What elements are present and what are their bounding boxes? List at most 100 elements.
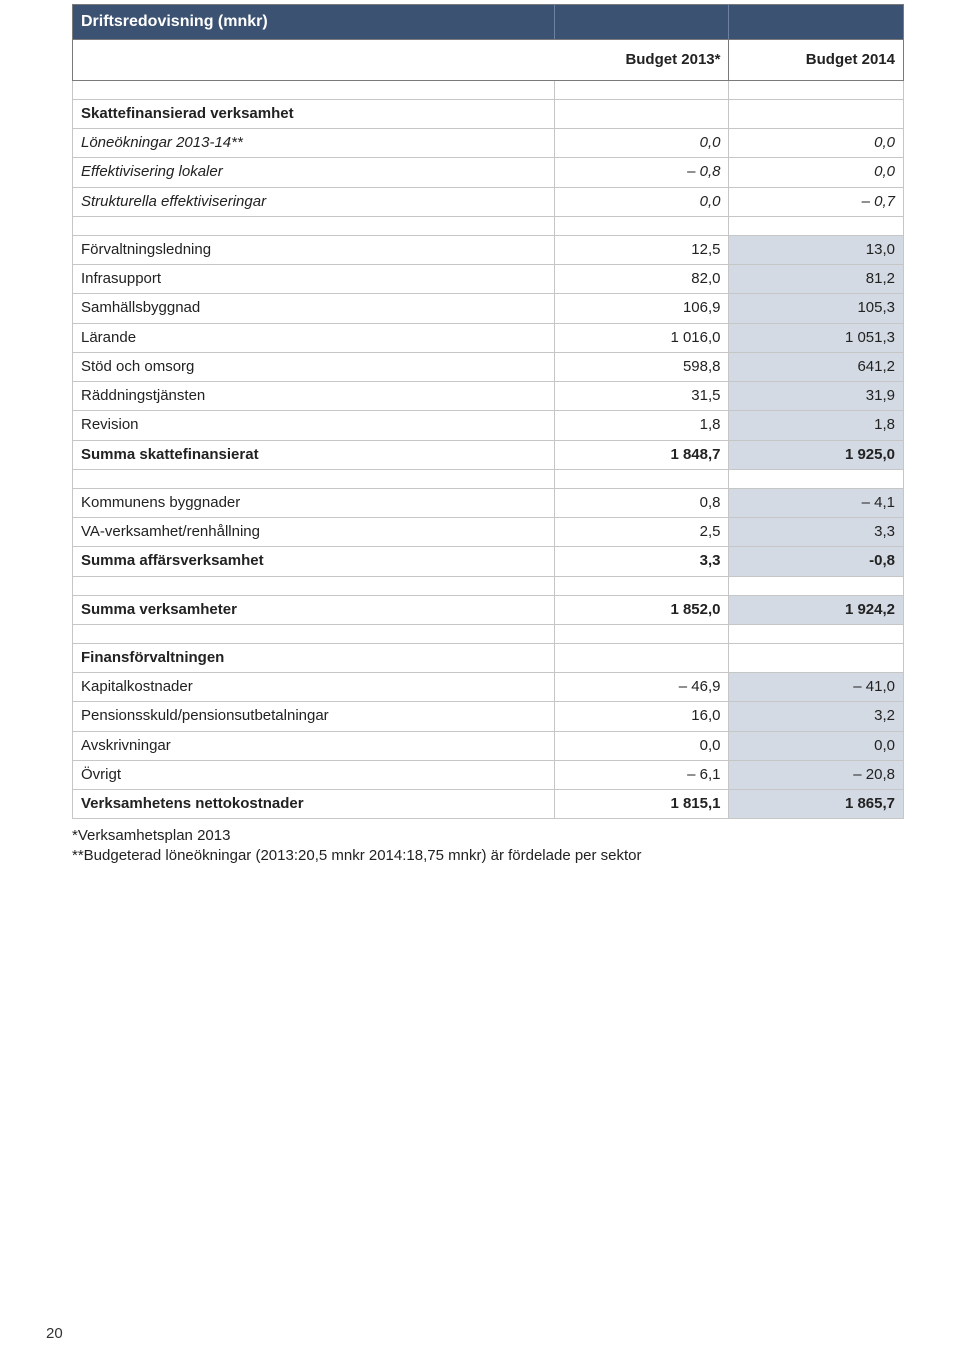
row-label: Infrasupport bbox=[73, 265, 555, 294]
table-row: Kommunens byggnader0,8– 4,1 bbox=[73, 488, 904, 517]
row-value-2: 1 051,3 bbox=[729, 323, 904, 352]
spacer-row bbox=[73, 469, 904, 488]
table-row: Övrigt– 6,1– 20,8 bbox=[73, 760, 904, 789]
row-label: Förvaltningsledning bbox=[73, 235, 555, 264]
row-label: Verksamhetens nettokostnader bbox=[73, 790, 555, 819]
row-label: Räddningstjänsten bbox=[73, 382, 555, 411]
row-label: VA-verksamhet/renhållning bbox=[73, 518, 555, 547]
section-heading-row: Skattefinansierad verksamhet bbox=[73, 99, 904, 128]
row-value-1: 82,0 bbox=[554, 265, 729, 294]
row-value-1: 0,8 bbox=[554, 488, 729, 517]
table-row: VA-verksamhet/renhållning2,53,3 bbox=[73, 518, 904, 547]
row-value-1: 16,0 bbox=[554, 702, 729, 731]
row-value-2: 1 924,2 bbox=[729, 595, 904, 624]
row-value-2: 81,2 bbox=[729, 265, 904, 294]
row-label: Lärande bbox=[73, 323, 555, 352]
row-value-1: 1 852,0 bbox=[554, 595, 729, 624]
table-row: Summa affärsverksamhet3,3-0,8 bbox=[73, 547, 904, 576]
table-row: Kapitalkostnader– 46,9– 41,0 bbox=[73, 673, 904, 702]
table-row: Lärande1 016,01 051,3 bbox=[73, 323, 904, 352]
row-label: Samhällsbyggnad bbox=[73, 294, 555, 323]
cell-blank bbox=[729, 643, 904, 672]
row-value-2: 1 865,7 bbox=[729, 790, 904, 819]
footnote: **Budgeterad löneökningar (2013:20,5 mnk… bbox=[72, 847, 904, 864]
row-label: Pensionsskuld/pensionsutbetalningar bbox=[73, 702, 555, 731]
row-value-1: 3,3 bbox=[554, 547, 729, 576]
row-value-1: 1 815,1 bbox=[554, 790, 729, 819]
row-value-2: 1,8 bbox=[729, 411, 904, 440]
row-value-1: – 46,9 bbox=[554, 673, 729, 702]
row-value-1: 12,5 bbox=[554, 235, 729, 264]
row-value-1: 106,9 bbox=[554, 294, 729, 323]
row-value-2: 0,0 bbox=[729, 158, 904, 187]
table-row: Stöd och omsorg598,8641,2 bbox=[73, 352, 904, 381]
cell-blank bbox=[729, 99, 904, 128]
row-value-1: 0,0 bbox=[554, 129, 729, 158]
footnote: *Verksamhetsplan 2013 bbox=[72, 827, 904, 844]
spacer-row bbox=[73, 624, 904, 643]
row-value-2: 641,2 bbox=[729, 352, 904, 381]
table-row: Summa verksamheter1 852,01 924,2 bbox=[73, 595, 904, 624]
table-row: Samhällsbyggnad106,9105,3 bbox=[73, 294, 904, 323]
row-value-2: – 4,1 bbox=[729, 488, 904, 517]
row-label: Avskrivningar bbox=[73, 731, 555, 760]
column-header-blank bbox=[73, 39, 555, 80]
table-row: Pensionsskuld/pensionsutbetalningar16,03… bbox=[73, 702, 904, 731]
table-row: Summa skattefinansierat1 848,71 925,0 bbox=[73, 440, 904, 469]
row-label: Strukturella effektiviseringar bbox=[73, 187, 555, 216]
section-heading: Finansförvaltningen bbox=[73, 643, 555, 672]
row-value-2: 1 925,0 bbox=[729, 440, 904, 469]
row-value-1: 0,0 bbox=[554, 731, 729, 760]
table-row: Löneökningar 2013-14**0,00,0 bbox=[73, 129, 904, 158]
row-value-1: – 6,1 bbox=[554, 760, 729, 789]
page-number: 20 bbox=[46, 1325, 63, 1342]
row-value-1: 2,5 bbox=[554, 518, 729, 547]
footnotes: *Verksamhetsplan 2013 **Budgeterad löneök… bbox=[72, 827, 904, 864]
cell-blank bbox=[554, 99, 729, 128]
row-value-2: 105,3 bbox=[729, 294, 904, 323]
row-label: Kapitalkostnader bbox=[73, 673, 555, 702]
section-heading-row: Finansförvaltningen bbox=[73, 643, 904, 672]
row-label: Summa verksamheter bbox=[73, 595, 555, 624]
row-label: Övrigt bbox=[73, 760, 555, 789]
column-header-row: Budget 2013*Budget 2014 bbox=[73, 39, 904, 80]
row-value-2: 3,3 bbox=[729, 518, 904, 547]
row-value-1: 31,5 bbox=[554, 382, 729, 411]
section-heading: Skattefinansierad verksamhet bbox=[73, 99, 555, 128]
table-row: Räddningstjänsten31,531,9 bbox=[73, 382, 904, 411]
row-value-2: – 0,7 bbox=[729, 187, 904, 216]
column-header: Budget 2013* bbox=[554, 39, 729, 80]
row-value-2: – 20,8 bbox=[729, 760, 904, 789]
row-label: Effektivisering lokaler bbox=[73, 158, 555, 187]
row-value-2: 3,2 bbox=[729, 702, 904, 731]
row-value-2: 31,9 bbox=[729, 382, 904, 411]
driftsredovisning-table: Driftsredovisning (mnkr)Budget 2013*Budg… bbox=[72, 4, 904, 819]
row-label: Stöd och omsorg bbox=[73, 352, 555, 381]
table-row: Revision1,81,8 bbox=[73, 411, 904, 440]
row-value-2: -0,8 bbox=[729, 547, 904, 576]
row-value-1: 598,8 bbox=[554, 352, 729, 381]
spacer-row bbox=[73, 216, 904, 235]
table-row: Verksamhetens nettokostnader1 815,11 865… bbox=[73, 790, 904, 819]
spacer-row bbox=[73, 80, 904, 99]
row-value-1: 1,8 bbox=[554, 411, 729, 440]
row-value-1: – 0,8 bbox=[554, 158, 729, 187]
row-label: Löneökningar 2013-14** bbox=[73, 129, 555, 158]
row-value-2: – 41,0 bbox=[729, 673, 904, 702]
row-value-2: 13,0 bbox=[729, 235, 904, 264]
row-value-1: 0,0 bbox=[554, 187, 729, 216]
row-label: Revision bbox=[73, 411, 555, 440]
table-title-blank bbox=[729, 5, 904, 40]
row-value-1: 1 016,0 bbox=[554, 323, 729, 352]
table-row: Effektivisering lokaler– 0,80,0 bbox=[73, 158, 904, 187]
table-title-blank bbox=[554, 5, 729, 40]
cell-blank bbox=[554, 643, 729, 672]
table-title-row: Driftsredovisning (mnkr) bbox=[73, 5, 904, 40]
row-label: Summa skattefinansierat bbox=[73, 440, 555, 469]
row-value-2: 0,0 bbox=[729, 731, 904, 760]
spacer-row bbox=[73, 576, 904, 595]
table-row: Avskrivningar0,00,0 bbox=[73, 731, 904, 760]
table-row: Strukturella effektiviseringar0,0– 0,7 bbox=[73, 187, 904, 216]
row-label: Summa affärsverksamhet bbox=[73, 547, 555, 576]
row-value-1: 1 848,7 bbox=[554, 440, 729, 469]
